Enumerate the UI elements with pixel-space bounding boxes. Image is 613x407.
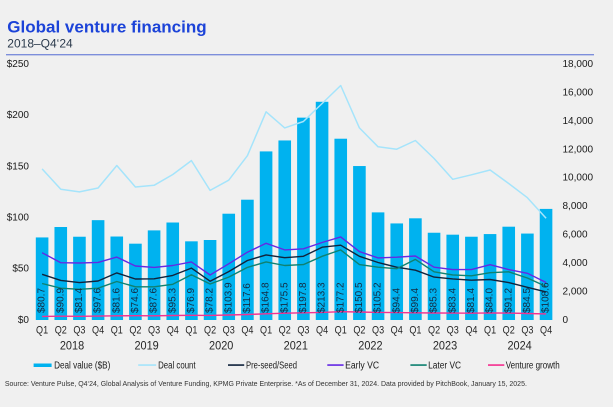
svg-text:$150.5: $150.5 [354,282,365,313]
svg-text:Q3: Q3 [372,324,384,336]
svg-text:4,000: 4,000 [563,258,588,269]
svg-text:Source: Venture Pulse, Q4‘24,: Source: Venture Pulse, Q4‘24, Global Ana… [5,381,527,388]
svg-text:$94.4: $94.4 [391,288,402,313]
svg-text:$74.6: $74.6 [130,288,141,313]
svg-text:$84.0: $84.0 [485,288,496,313]
svg-text:Q3: Q3 [297,324,309,336]
svg-text:2020: 2020 [209,338,234,352]
svg-text:$0: $0 [18,315,30,326]
svg-text:Q1: Q1 [36,324,48,336]
svg-text:0: 0 [563,315,569,326]
svg-text:Q4: Q4 [540,324,552,336]
svg-text:Q3: Q3 [521,324,533,336]
svg-text:16,000: 16,000 [563,87,594,98]
svg-text:2021: 2021 [284,338,309,352]
svg-text:Q2: Q2 [129,324,141,336]
svg-text:$97.6: $97.6 [93,288,104,313]
svg-text:$83.4: $83.4 [447,288,458,313]
svg-text:Early VC: Early VC [345,361,379,372]
svg-text:$78.2: $78.2 [205,288,216,313]
svg-text:Q1: Q1 [185,324,197,336]
svg-text:Q4: Q4 [316,324,328,336]
svg-text:$81.4: $81.4 [74,288,85,313]
svg-text:Q1: Q1 [484,324,496,336]
svg-text:Q3: Q3 [148,324,160,336]
svg-text:Q2: Q2 [428,324,440,336]
svg-text:$175.5: $175.5 [279,282,290,313]
svg-text:$85.3: $85.3 [429,288,440,313]
svg-text:Q4: Q4 [92,324,104,336]
svg-text:Global venture financing: Global venture financing [7,17,206,36]
svg-text:Q2: Q2 [503,324,515,336]
svg-text:14,000: 14,000 [563,116,594,127]
svg-text:$105.2: $105.2 [373,282,384,313]
svg-text:2019: 2019 [134,338,159,352]
svg-text:$100: $100 [7,213,30,224]
svg-text:12,000: 12,000 [563,144,594,155]
svg-text:$150: $150 [7,161,30,172]
svg-text:Venture growth: Venture growth [506,361,560,372]
svg-text:Q3: Q3 [447,324,459,336]
svg-text:Q1: Q1 [260,324,272,336]
svg-text:2018: 2018 [60,338,85,352]
svg-text:$80.7: $80.7 [37,288,48,313]
svg-text:$76.9: $76.9 [186,288,197,313]
svg-text:$164.8: $164.8 [261,282,272,313]
svg-text:Q4: Q4 [167,324,179,336]
svg-text:$103.9: $103.9 [223,282,234,313]
svg-text:$95.3: $95.3 [167,288,178,313]
svg-text:10,000: 10,000 [563,173,594,184]
svg-text:18,000: 18,000 [563,59,594,70]
svg-text:$91.2: $91.2 [503,288,514,313]
svg-text:2023: 2023 [433,338,458,352]
svg-text:2022: 2022 [358,338,383,352]
svg-text:$177.2: $177.2 [335,282,346,313]
svg-text:Q1: Q1 [409,324,421,336]
svg-text:Q1: Q1 [335,324,347,336]
svg-text:8,000: 8,000 [563,201,588,212]
svg-text:$197.8: $197.8 [298,282,309,313]
svg-text:Deal count: Deal count [158,361,196,372]
svg-text:Q1: Q1 [111,324,123,336]
svg-text:Q2: Q2 [55,324,67,336]
svg-text:Pre-seed/Seed: Pre-seed/Seed [246,361,297,372]
svg-text:$87.6: $87.6 [149,288,160,313]
svg-text:$90.9: $90.9 [55,288,66,313]
svg-text:Q2: Q2 [279,324,291,336]
svg-text:2018–Q4‘24: 2018–Q4‘24 [7,37,73,51]
svg-text:Q2: Q2 [204,324,216,336]
svg-text:$250: $250 [7,59,30,70]
svg-text:Deal value ($B): Deal value ($B) [54,361,110,372]
svg-text:$50: $50 [12,264,29,275]
svg-text:Q2: Q2 [353,324,365,336]
svg-text:$81.6: $81.6 [111,288,122,313]
svg-text:Q3: Q3 [223,324,235,336]
svg-text:$117.6: $117.6 [242,283,253,313]
svg-text:$200: $200 [7,110,30,121]
svg-text:2,000: 2,000 [563,286,588,297]
svg-text:$99.4: $99.4 [410,288,421,313]
svg-text:$81.4: $81.4 [466,288,477,313]
svg-text:Q4: Q4 [391,324,403,336]
svg-text:Q4: Q4 [465,324,477,336]
svg-text:6,000: 6,000 [563,230,588,241]
svg-text:Later VC: Later VC [428,361,461,372]
svg-text:Q4: Q4 [241,324,253,336]
svg-text:$213.3: $213.3 [317,282,328,313]
svg-text:Q3: Q3 [73,324,85,336]
svg-text:2024: 2024 [507,338,532,352]
svg-text:$84.5: $84.5 [522,288,533,313]
svg-text:$108.6: $108.6 [541,282,552,313]
